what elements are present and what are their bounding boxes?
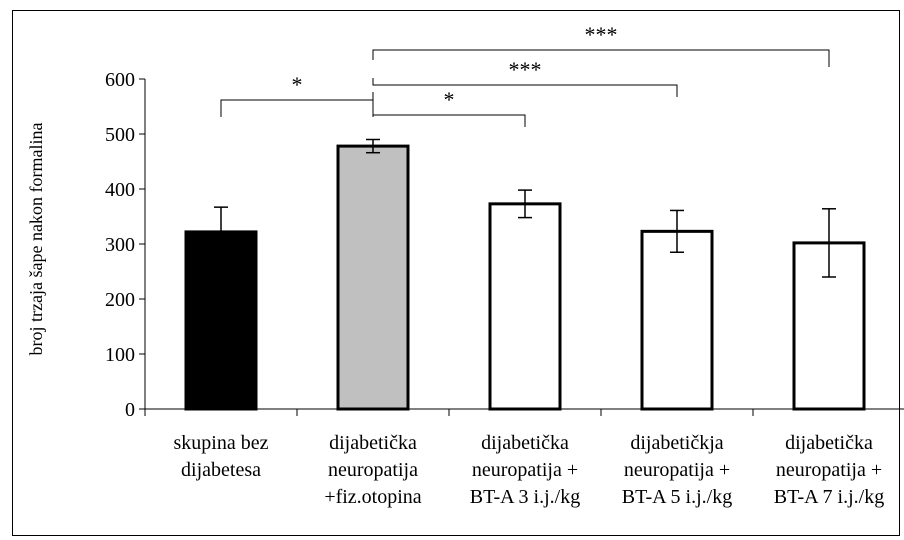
bar [488, 202, 562, 411]
y-tick-label: 300 [105, 234, 135, 256]
chart-frame [12, 10, 900, 536]
y-axis-label: broj trzaja šape nakon formalina [26, 123, 46, 356]
bar [336, 144, 410, 411]
y-tick-label: 500 [105, 124, 135, 146]
category-label: skupina bez [174, 432, 269, 454]
category-label: +fiz.otopina [324, 486, 421, 508]
y-tick-label: 100 [105, 344, 135, 366]
y-tick-label: 200 [105, 289, 135, 311]
category-label: dijabetičkja [630, 432, 723, 454]
bar [640, 229, 714, 411]
significance-bracket [372, 78, 678, 97]
category-label: BT-A 5 i.j./kg [622, 486, 732, 508]
significance-bracket [220, 99, 374, 117]
significance-label: * [444, 87, 455, 112]
category-label: neuropatija + [472, 459, 578, 481]
significance-label: *** [585, 22, 618, 47]
bar [184, 230, 258, 411]
y-tick-label: 600 [105, 69, 135, 91]
category-label: dijabetesa [181, 459, 261, 481]
category-label: dijabetička [329, 432, 417, 454]
category-label: dijabetička [785, 432, 873, 454]
category-label: neuropatija + [776, 459, 882, 481]
significance-bracket [372, 49, 830, 67]
category-label: neuropatija [328, 459, 418, 481]
y-tick-label: 0 [125, 399, 135, 421]
significance-bracket [372, 92, 526, 127]
category-label: BT-A 3 i.j./kg [470, 486, 580, 508]
category-label: neuropatija + [624, 459, 730, 481]
y-tick-label: 400 [105, 179, 135, 201]
significance-label: * [292, 72, 303, 97]
category-label: dijabetička [481, 432, 569, 454]
category-label: BT-A 7 i.j./kg [774, 486, 884, 508]
significance-label: *** [509, 57, 542, 82]
